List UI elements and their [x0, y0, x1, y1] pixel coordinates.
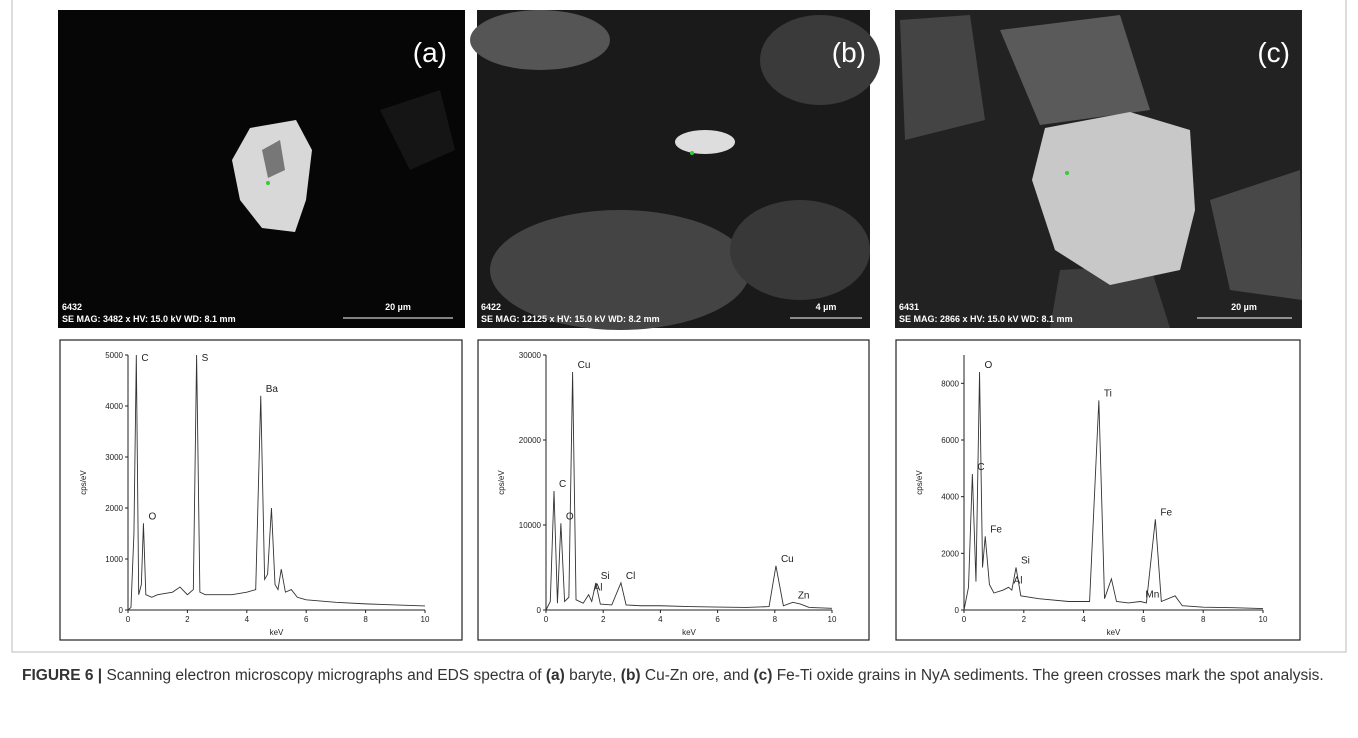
spot-marker — [690, 151, 694, 155]
y-tick-label: 3000 — [105, 453, 123, 462]
peak-label: Ba — [266, 384, 279, 395]
caption-segment: (a) — [546, 667, 565, 684]
sem-info: SE MAG: 12125 x HV: 15.0 kV WD: 8.2 mm — [481, 314, 660, 324]
y-tick-label: 30000 — [519, 351, 542, 360]
sem-particle — [490, 210, 750, 330]
x-axis-label: keV — [1107, 628, 1121, 637]
caption-segment: Fe-Ti oxide grains in NyA sediments. The… — [772, 667, 1323, 684]
x-tick-label: 8 — [1201, 615, 1206, 624]
peak-label: Fe — [990, 524, 1002, 535]
spectrum-chart: 0 2 4 6 8 10 0 1000 2000 3000 4000 5000 keV cps/eV C O S… — [60, 340, 462, 640]
y-tick-label: 6000 — [941, 436, 959, 445]
scale-label: 4 µm — [816, 302, 837, 312]
sem-info: SE MAG: 3482 x HV: 15.0 kV WD: 8.1 mm — [62, 314, 236, 324]
y-tick-label: 5000 — [105, 351, 123, 360]
y-axis-label: cps/eV — [915, 470, 924, 495]
peak-label: Cu — [781, 554, 794, 565]
x-tick-label: 8 — [773, 615, 778, 624]
peak-label: Al — [1014, 575, 1023, 586]
spot-marker — [1065, 171, 1069, 175]
y-tick-label: 0 — [955, 606, 960, 615]
peak-label: C — [141, 353, 148, 364]
y-tick-label: 0 — [119, 606, 124, 615]
peak-label: O — [566, 511, 574, 522]
panel-tag: (b) — [832, 37, 866, 68]
x-tick-label: 2 — [601, 615, 606, 624]
peak-label: Fe — [1160, 507, 1172, 518]
x-tick-label: 6 — [1141, 615, 1146, 624]
y-axis-label: cps/eV — [497, 470, 506, 495]
y-tick-label: 1000 — [105, 555, 123, 564]
micrograph: (c) 6431 SE MAG: 2866 x HV: 15.0 kV WD: … — [895, 10, 1302, 328]
x-axis-label: keV — [270, 628, 284, 637]
spectrum-chart: 0 2 4 6 8 10 0 2000 4000 6000 8000 keV cps/eV C O Fe Al S… — [896, 340, 1300, 640]
x-tick-label: 4 — [1081, 615, 1086, 624]
peak-label: Cl — [626, 571, 635, 582]
peak-label: Mn — [1145, 590, 1159, 601]
sem-particle — [730, 200, 870, 300]
scale-label: 20 µm — [1231, 302, 1257, 312]
sem-id: 6422 — [481, 302, 501, 312]
figure-caption: FIGURE 6 | Scanning electron microscopy … — [22, 664, 1340, 688]
caption-segment: (b) — [621, 667, 641, 684]
y-tick-label: 20000 — [519, 436, 542, 445]
caption-segment: FIGURE 6 | — [22, 667, 102, 684]
figure: (a) 6432 SE MAG: 3482 x HV: 15.0 kV WD: … — [0, 0, 1358, 660]
caption-segment: Scanning electron microscopy micrographs… — [102, 667, 546, 684]
scale-label: 20 µm — [385, 302, 411, 312]
sem-id: 6431 — [899, 302, 919, 312]
peak-label: Si — [601, 571, 610, 582]
y-tick-label: 2000 — [941, 549, 959, 558]
x-tick-label: 4 — [245, 615, 250, 624]
panel-tag: (c) — [1257, 37, 1290, 68]
x-tick-label: 2 — [185, 615, 190, 624]
caption-segment: baryte, — [565, 667, 621, 684]
x-tick-label: 0 — [544, 615, 549, 624]
y-tick-label: 8000 — [941, 379, 959, 388]
spectrum-chart: 0 2 4 6 8 10 0 10000 20000 30000 keV cps/eV C O Cu AlSi… — [478, 340, 869, 640]
micrograph: (b) 6422 SE MAG: 12125 x HV: 15.0 kV WD:… — [470, 10, 880, 330]
spot-marker — [266, 181, 270, 185]
y-tick-label: 2000 — [105, 504, 123, 513]
x-axis-label: keV — [682, 628, 696, 637]
x-tick-label: 2 — [1022, 615, 1027, 624]
caption-segment: (c) — [753, 667, 772, 684]
x-tick-label: 10 — [421, 615, 430, 624]
x-tick-label: 6 — [715, 615, 720, 624]
x-tick-label: 0 — [962, 615, 967, 624]
y-axis-label: cps/eV — [79, 470, 88, 495]
peak-label: Ti — [1104, 388, 1112, 399]
sem-grain — [675, 130, 735, 154]
chart-frame — [478, 340, 869, 640]
x-tick-label: 10 — [828, 615, 837, 624]
peak-label: Cu — [578, 360, 591, 371]
sem-id: 6432 — [62, 302, 82, 312]
x-tick-label: 6 — [304, 615, 309, 624]
peak-label: C — [977, 462, 984, 473]
y-tick-label: 4000 — [105, 402, 123, 411]
x-tick-label: 0 — [126, 615, 131, 624]
peak-label: O — [148, 511, 156, 522]
sem-particle — [900, 15, 985, 140]
y-tick-label: 4000 — [941, 493, 959, 502]
x-tick-label: 8 — [363, 615, 368, 624]
peak-label: Si — [1021, 556, 1030, 567]
micrograph: (a) 6432 SE MAG: 3482 x HV: 15.0 kV WD: … — [58, 10, 465, 328]
caption-segment: Cu-Zn ore, and — [641, 667, 754, 684]
x-tick-label: 10 — [1259, 615, 1268, 624]
panel-tag: (a) — [413, 37, 447, 68]
x-tick-label: 4 — [658, 615, 663, 624]
sem-info: SE MAG: 2866 x HV: 15.0 kV WD: 8.1 mm — [899, 314, 1073, 324]
peak-label: O — [985, 360, 993, 371]
page: {"micrographs": [ {"tag": "(a)", "id": "… — [0, 0, 1358, 738]
chart-frame — [60, 340, 462, 640]
peak-label: Al — [594, 583, 603, 594]
peak-label: S — [202, 353, 209, 364]
peak-label: C — [559, 479, 566, 490]
peak-label: Zn — [798, 590, 810, 601]
y-tick-label: 0 — [537, 606, 542, 615]
y-tick-label: 10000 — [519, 521, 542, 530]
sem-particle — [470, 10, 610, 70]
